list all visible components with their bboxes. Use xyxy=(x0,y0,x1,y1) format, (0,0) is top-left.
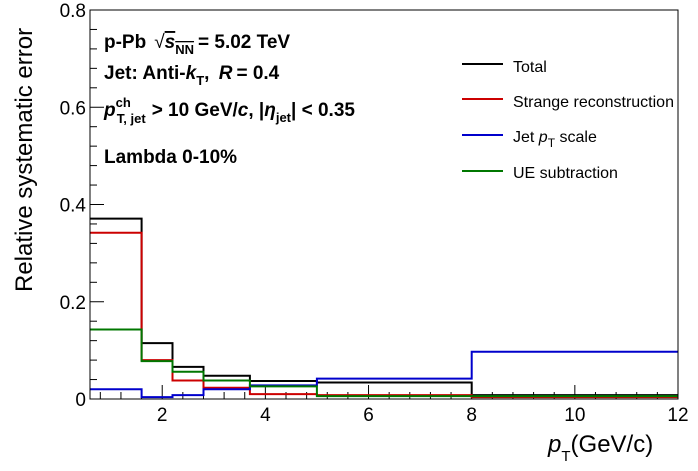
x-tick-label: 8 xyxy=(466,405,477,426)
legend-label-jet-pt: Jet pT scale xyxy=(513,129,597,150)
annotation-block: p-Pb √sNN = 5.02 TeV Jet: Anti-kT, R = 0.4 … xyxy=(103,32,355,168)
x-tick-label: 6 xyxy=(363,405,374,426)
y-tick-label: 0.8 xyxy=(60,1,86,22)
series-line-ue-subtraction xyxy=(90,328,678,398)
y-axis-title: Relative systematic error xyxy=(11,28,38,292)
legend: Total Strange reconstruction Jet pT scal… xyxy=(462,59,674,182)
series-lines xyxy=(90,217,678,399)
annotation-line-2: Jet: Anti-kT, R = 0.4 xyxy=(104,63,280,88)
x-tick-label: 10 xyxy=(564,405,585,426)
y-tick-label: 0.2 xyxy=(60,293,86,314)
y-tick-label: 0 xyxy=(75,390,86,411)
y-tick-label: 0.4 xyxy=(60,196,87,217)
x-tick-label: 2 xyxy=(157,405,168,426)
annotation-line-1: p-Pb √sNN = 5.02 TeV xyxy=(104,32,290,57)
svg-text:pT(GeV/c): pT(GeV/c) xyxy=(547,431,653,465)
tick-labels: 2 4 6 8 10 12 0 0.2 0.4 0.6 0.8 xyxy=(60,1,689,426)
x-tick-label: 12 xyxy=(667,405,688,426)
y-tick-label: 0.6 xyxy=(60,98,86,119)
x-axis-title: pT(GeV/c) xyxy=(547,431,653,465)
annotation-sample: Lambda 0-10% xyxy=(104,147,237,168)
annotation-line-3: pch T, jet > 10 GeV/c, |ηjet| < 0.35 xyxy=(103,95,355,126)
series-line-total xyxy=(90,217,678,397)
legend-label-total: Total xyxy=(513,59,547,76)
series-line-jet-p-t-scale xyxy=(90,350,678,399)
legend-label-ue: UE subtraction xyxy=(513,165,618,182)
x-tick-label: 4 xyxy=(260,405,271,426)
legend-label-strange: Strange reconstruction xyxy=(513,94,674,111)
plot-frame xyxy=(89,9,679,400)
